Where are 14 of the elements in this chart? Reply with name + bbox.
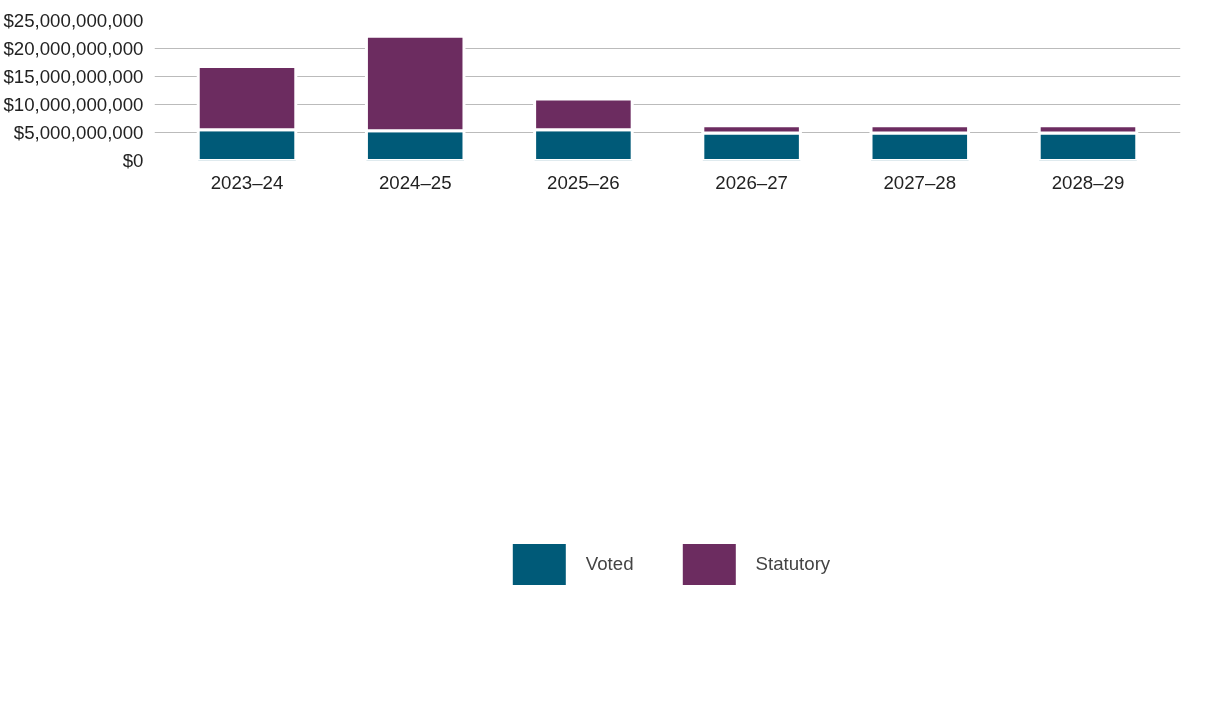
x-tick-label: 2025–26 (547, 171, 620, 193)
x-tick-label: 2028–29 (1051, 171, 1125, 193)
y-tick-label: $5,000,000,000 (13, 122, 144, 143)
y-tick-label: $25,000,000,000 (3, 10, 144, 31)
y-tick-label: $20,000,000,000 (3, 38, 144, 59)
x-tick-label: 2027–28 (883, 171, 957, 193)
legend-label: Statutory (755, 552, 831, 575)
y-tick-label: $15,000,000,000 (3, 66, 144, 87)
x-tick-label: 2023–24 (210, 171, 284, 193)
legend-label: Voted (585, 552, 634, 575)
y-tick-label: $10,000,000,000 (3, 94, 144, 115)
y-tick-label: $0 (122, 150, 144, 171)
x-tick-label: 2026–27 (715, 171, 788, 193)
x-tick-label: 2024–25 (378, 171, 452, 193)
